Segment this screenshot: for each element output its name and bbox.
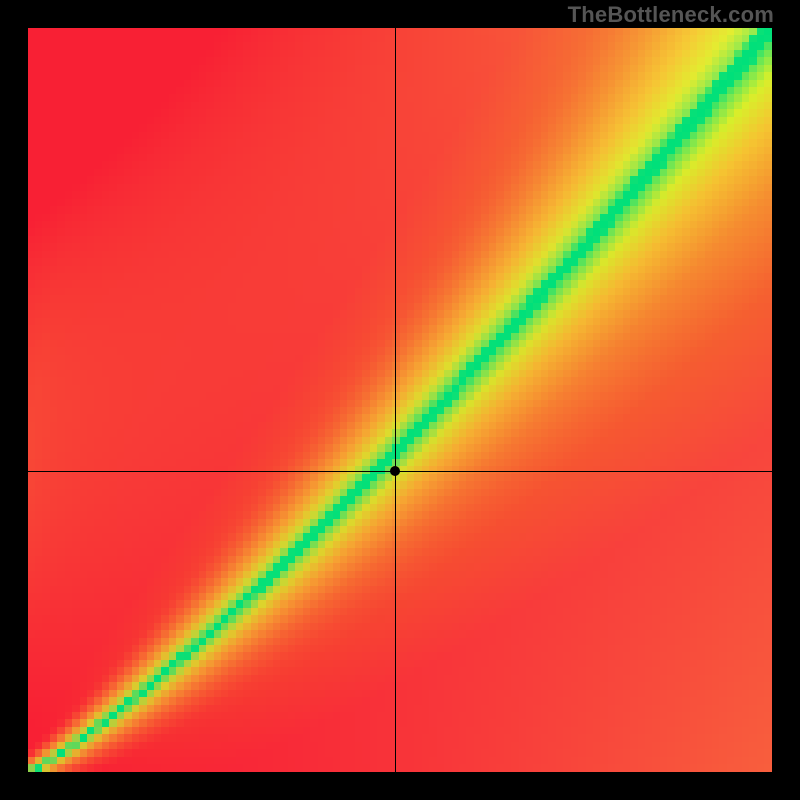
bottleneck-heatmap (28, 28, 772, 772)
crosshair-vertical (395, 28, 396, 772)
watermark-text: TheBottleneck.com (568, 2, 774, 28)
crosshair-horizontal (28, 471, 772, 472)
selection-point (390, 466, 400, 476)
